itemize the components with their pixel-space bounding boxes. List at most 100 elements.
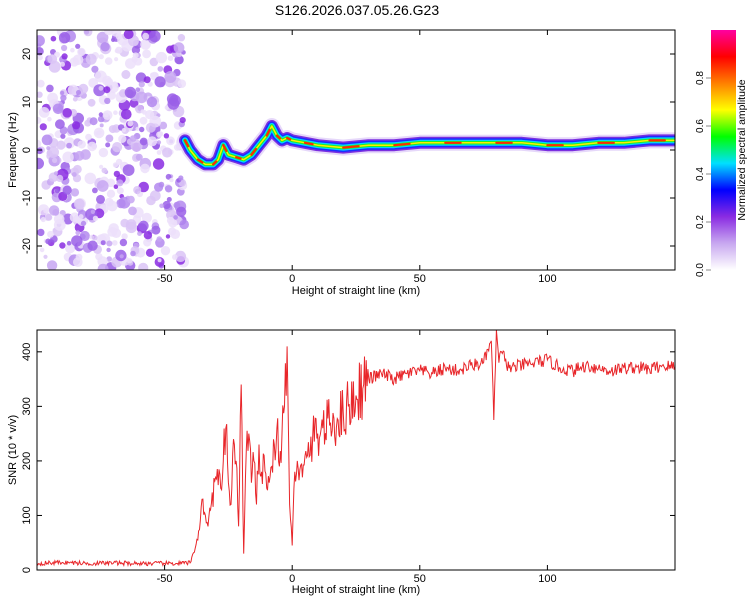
noise-blob xyxy=(87,141,97,152)
noise-blob xyxy=(37,147,43,155)
noise-blob xyxy=(98,85,104,91)
noise-blob xyxy=(89,117,98,126)
noise-blob xyxy=(151,225,161,235)
noise-blob xyxy=(38,107,50,118)
noise-blob xyxy=(87,240,98,251)
noise-blob xyxy=(143,238,152,247)
noise-blob xyxy=(137,231,142,237)
noise-blob xyxy=(149,190,161,202)
noise-blob xyxy=(146,96,158,108)
noise-blob xyxy=(76,90,81,95)
noise-blob xyxy=(84,30,90,35)
noise-blob xyxy=(178,175,184,181)
noise-blob xyxy=(47,54,58,65)
noise-blob xyxy=(140,39,151,50)
noise-blob xyxy=(129,135,137,142)
noise-blob xyxy=(108,125,117,134)
colorbar-tick-label: 0.2 xyxy=(695,215,706,229)
noise-blob xyxy=(58,32,71,44)
noise-blob xyxy=(50,35,57,42)
noise-blob xyxy=(119,254,124,259)
noise-blob xyxy=(84,119,92,127)
noise-blob xyxy=(135,87,141,92)
noise-blob xyxy=(71,172,77,177)
noise-blob xyxy=(113,170,121,178)
noise-blob xyxy=(62,108,72,118)
noise-blob xyxy=(97,263,109,270)
noise-blob xyxy=(79,230,90,242)
noise-blob xyxy=(121,108,132,120)
ridge-peak xyxy=(222,144,228,153)
noise-blob xyxy=(168,227,177,236)
noise-blob xyxy=(52,103,64,115)
noise-blob xyxy=(131,45,141,55)
noise-blob xyxy=(46,146,51,151)
noise-blob xyxy=(99,123,104,128)
ridge-peak xyxy=(196,158,204,164)
noise-blob xyxy=(113,184,119,189)
x-tick-label: -50 xyxy=(157,573,173,585)
noise-blob xyxy=(135,91,148,104)
snr-x-label: Height of straight line (km) xyxy=(292,584,420,596)
noise-blob xyxy=(127,195,135,204)
noise-blob xyxy=(145,248,155,257)
spectrogram-panel: -50 0 50 100 -20 -10 0 10 20 Height of straight… xyxy=(7,29,676,297)
noise-blob xyxy=(105,134,114,143)
noise-blob xyxy=(65,242,76,254)
noise-blob xyxy=(105,142,111,148)
noise-blob xyxy=(111,37,116,43)
noise-blob xyxy=(172,254,178,260)
noise-blob xyxy=(60,90,65,95)
noise-blob xyxy=(70,188,80,197)
noise-blob xyxy=(145,110,155,120)
noise-blob xyxy=(139,137,148,146)
noise-blob xyxy=(88,78,99,88)
spectrogram-y-ticks: -20 -10 0 10 20 xyxy=(21,48,675,254)
y-tick-label: 100 xyxy=(21,506,33,524)
noise-blob xyxy=(147,81,153,87)
x-tick-label: 100 xyxy=(538,573,556,585)
noise-blob xyxy=(53,171,59,176)
x-tick-label: -50 xyxy=(157,273,173,285)
noise-blob xyxy=(139,126,145,133)
noise-blob xyxy=(164,71,177,83)
noise-blob xyxy=(92,215,99,221)
noise-blob xyxy=(72,54,84,66)
noise-blob xyxy=(154,182,164,192)
ridge-peak xyxy=(212,160,218,166)
snr-panel: -50 0 50 100 0 100 200 300 400 Height of straig… xyxy=(7,329,676,596)
noise-blob xyxy=(91,235,98,241)
noise-blob xyxy=(62,185,72,195)
noise-blob xyxy=(78,214,84,220)
noise-blob xyxy=(54,188,60,194)
noise-blob xyxy=(160,246,171,256)
colorbar-tick-label: 0.4 xyxy=(695,167,706,181)
noise-blob xyxy=(56,174,64,182)
noise-blob xyxy=(112,162,119,168)
noise-blob xyxy=(66,142,72,149)
noise-blob xyxy=(149,57,159,67)
noise-blob xyxy=(47,116,52,122)
colorbar-label: Normalized spectral amplitude xyxy=(736,79,748,220)
noise-blob xyxy=(121,233,128,240)
noise-blob xyxy=(98,112,104,117)
noise-blob xyxy=(143,76,151,84)
noise-blob xyxy=(142,110,147,115)
noise-blob xyxy=(119,238,128,247)
noise-blob xyxy=(156,150,162,155)
noise-blob xyxy=(124,86,137,99)
y-tick-label: -10 xyxy=(21,190,33,206)
snr-x-ticks: -50 0 50 100 xyxy=(157,330,557,585)
noise-blob xyxy=(165,234,171,239)
noise-blob xyxy=(55,119,65,130)
noise-blob xyxy=(164,185,173,193)
y-tick-label: 200 xyxy=(21,452,33,470)
noise-blob xyxy=(173,42,185,54)
noise-blob xyxy=(122,164,135,177)
noise-blob xyxy=(37,54,43,61)
noise-blob xyxy=(72,121,81,130)
noise-blob xyxy=(37,35,45,47)
ridge-peak xyxy=(393,142,411,147)
noise-blob xyxy=(43,207,49,214)
noise-blob xyxy=(84,172,97,185)
